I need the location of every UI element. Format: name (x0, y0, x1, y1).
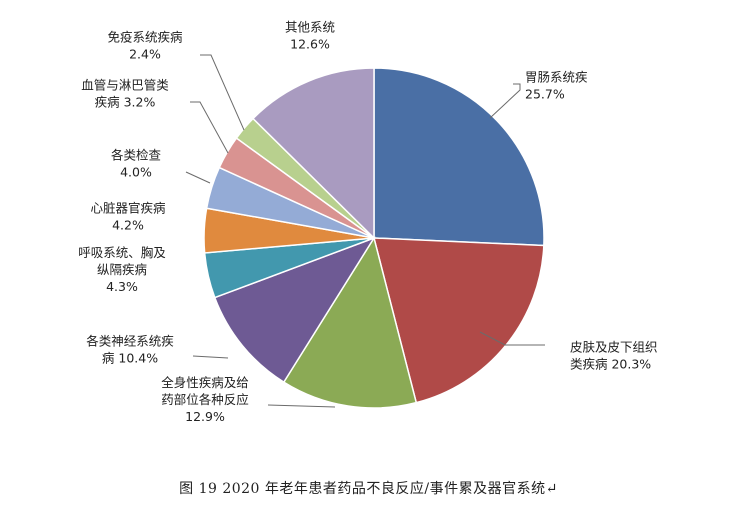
slice-label-line: 其他系统 (285, 20, 335, 35)
slices-layer (203, 67, 545, 409)
slice-label-line: 心脏器官疾病 (90, 201, 165, 216)
slice-label-line: 全身性疾病及给 (161, 375, 249, 390)
slice-label-line: 4.2% (112, 218, 144, 233)
leader-line (200, 54, 245, 131)
leader-line (190, 101, 229, 154)
slice-label-line: 各类神经系统疾 (86, 334, 174, 349)
figure-caption: 图 19 2020 年老年患者药品不良反应/事件累及器官系统↵ (179, 481, 558, 497)
slice-label: 全身性疾病及给药部位各种反应 12.9% (161, 375, 249, 424)
slice-label: 各类检查 4.0% (111, 148, 162, 180)
slice-label-line: 病 10.4% (102, 351, 158, 366)
slice-label-line: 胃肠系统疾 (525, 70, 588, 85)
slice-label-line: 类疾病 20.3% (570, 357, 651, 372)
slice-label: 其他系统 12.6% (285, 20, 335, 52)
pie-slice (373, 67, 545, 247)
leader-line (479, 331, 545, 346)
leader-line (185, 171, 211, 184)
pie-slice (213, 236, 376, 384)
slice-label-line: 皮肤及皮下组织 (570, 340, 658, 355)
slice-label-line: 4.0% (120, 165, 152, 180)
slice-label-line: 4.3% (106, 279, 138, 294)
slice-label-line: 12.9% (185, 409, 225, 424)
slice-label: 免疫系统疾病 2.4% (107, 30, 182, 62)
slice-label: 呼吸系统、胸及纵隔疾病 4.3% (78, 245, 166, 294)
leader-lines-layer (185, 54, 545, 408)
slice-label: 血管与淋巴管类疾病 3.2% (81, 78, 169, 110)
slice-label: 心脏器官疾病 4.2% (90, 201, 165, 233)
leader-line (489, 83, 521, 119)
slice-label-line: 疾病 3.2% (95, 95, 156, 110)
slice-label-line: 血管与淋巴管类 (81, 78, 169, 93)
slice-label-line: 纵隔疾病 (97, 262, 147, 277)
labels-layer: 胃肠系统疾 25.7% 皮肤及皮下组织类疾病 20.3% 全身性疾病及给药部位各种反应… (78, 20, 657, 425)
slice-label-line: 免疫系统疾病 (107, 30, 182, 45)
slice-label: 皮肤及皮下组织类疾病 20.3% (570, 340, 658, 372)
slice-label-line: 呼吸系统、胸及 (78, 245, 166, 260)
pie-chart: 胃肠系统疾 25.7% 皮肤及皮下组织类疾病 20.3% 全身性疾病及给药部位各种反应… (78, 20, 657, 425)
slice-label-line: 12.6% (290, 37, 330, 52)
pie-slice (251, 67, 375, 240)
slice-label-line: 药部位各种反应 (161, 392, 249, 407)
slice-label-line: 各类检查 (111, 148, 162, 163)
slice-label: 各类神经系统疾病 10.4% (86, 334, 174, 366)
slice-label-line: 25.7% (525, 87, 565, 102)
leader-line (267, 404, 336, 408)
leader-line (192, 355, 229, 359)
pie-chart-canvas: 胃肠系统疾 25.7% 皮肤及皮下组织类疾病 20.3% 全身性疾病及给药部位各种反应… (78, 20, 657, 425)
slice-label-line: 2.4% (129, 47, 161, 62)
pie-slice (282, 236, 418, 409)
slice-label: 胃肠系统疾 25.7% (525, 70, 588, 102)
